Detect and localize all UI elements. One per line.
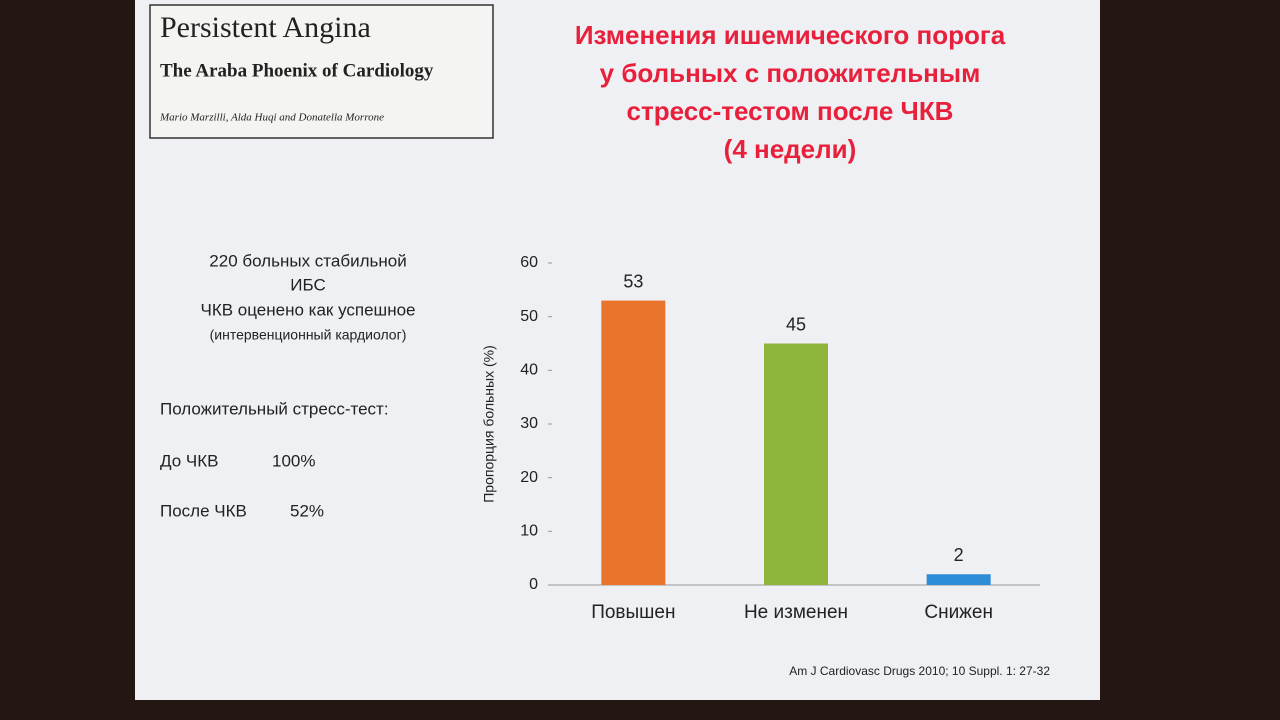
y-tick-label: 0 <box>529 576 538 593</box>
before-label: До ЧКВ <box>160 451 218 470</box>
heading: Положительный стресс-тест: <box>160 399 389 418</box>
y-tick-label: 50 <box>520 308 538 325</box>
value-label: 2 <box>954 545 964 565</box>
y-axis-label: Пропорция больных (%) <box>481 345 497 503</box>
y-tick-label: 10 <box>520 523 538 540</box>
bar <box>764 343 828 585</box>
y-tick-label: 30 <box>520 415 538 432</box>
after-label: После ЧКВ <box>160 501 247 520</box>
intro-line: ЧКВ оценено как успешное <box>201 300 416 319</box>
book-box <box>149 4 494 139</box>
book-title: Persistent Angina <box>160 11 371 44</box>
title-line: стресс-тестом после ЧКВ <box>627 96 954 126</box>
y-tick-label: 20 <box>520 469 538 486</box>
value-label: 53 <box>623 271 643 291</box>
intro-line: 220 больных стабильной <box>209 251 406 270</box>
book-authors: Mario Marzilli, Alda Huqi and Donatella … <box>159 112 384 124</box>
before-value: 100% <box>272 451 315 470</box>
after-value: 52% <box>290 501 324 520</box>
title-line: Изменения ишемического порога <box>575 20 1006 50</box>
x-tick-label: Не изменен <box>744 602 848 623</box>
y-tick-label: 60 <box>520 254 538 271</box>
bar <box>601 300 666 585</box>
source: Am J Cardiovasc Drugs 2010; 10 Suppl. 1:… <box>789 664 1050 678</box>
bar <box>926 574 991 585</box>
intro-line: ИБС <box>290 275 325 294</box>
chart-title: Изменения ишемического порога у больных с… <box>575 20 1006 164</box>
x-tick-label: Повышен <box>591 602 675 623</box>
title-line: (4 недели) <box>724 134 857 164</box>
intro-line: (интервенционный кардиолог) <box>210 327 407 343</box>
x-tick-label: Снижен <box>924 602 993 623</box>
title-line: у больных с положительным <box>600 58 981 88</box>
y-tick-label: 40 <box>520 362 538 379</box>
value-label: 45 <box>786 314 806 334</box>
left-text: 220 больных стабильной ИБС ЧКВ оценено к… <box>160 251 416 520</box>
book-subtitle: The Araba Phoenix of Cardiology <box>160 60 434 81</box>
